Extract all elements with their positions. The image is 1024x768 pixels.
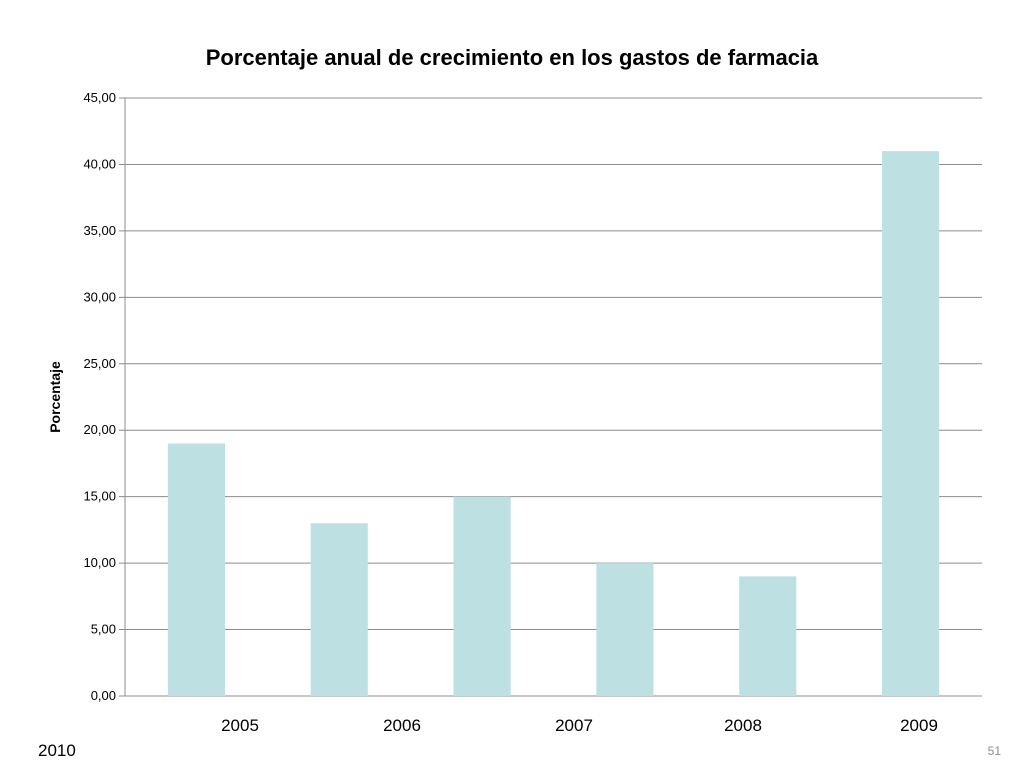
y-axis-label: Porcentaje (47, 361, 63, 433)
bar-2009 (739, 576, 797, 696)
y-axis-ticks: 0,00 5,00 10,00 15,00 20,00 25,00 30,00 35,00 40… (83, 90, 116, 703)
chart-title: Porcentaje anual de crecimiento en los g… (206, 45, 819, 70)
page-number: 51 (988, 744, 1002, 758)
y-tick-label: 0,00 (91, 688, 116, 703)
y-tick-label: 5,00 (91, 622, 116, 637)
x-tick-label: 2007 (555, 716, 593, 735)
x-tick-label: 2005 (221, 716, 259, 735)
x-tick-label: 2006 (383, 716, 421, 735)
bar-2008 (596, 563, 654, 696)
y-tick-label: 45,00 (83, 90, 116, 105)
bar-2010 (882, 151, 940, 697)
y-tick-label: 35,00 (83, 223, 116, 238)
y-tick-label: 30,00 (83, 289, 116, 304)
extra-category-label: 2010 (38, 741, 76, 760)
x-tick-label: 2008 (724, 716, 762, 735)
y-tick-label: 25,00 (83, 356, 116, 371)
y-tick-label: 10,00 (83, 555, 116, 570)
bar-2006 (310, 523, 368, 696)
y-tick-label: 40,00 (83, 156, 116, 171)
bar-2007 (453, 496, 511, 696)
gridlines (119, 97, 982, 697)
bar-2005 (167, 443, 225, 696)
y-tick-label: 15,00 (83, 489, 116, 504)
x-tick-label: 2009 (900, 716, 938, 735)
x-axis-ticks: 2005 2006 2007 2008 2009 (221, 716, 938, 735)
bars (167, 151, 940, 697)
y-tick-label: 20,00 (83, 422, 116, 437)
